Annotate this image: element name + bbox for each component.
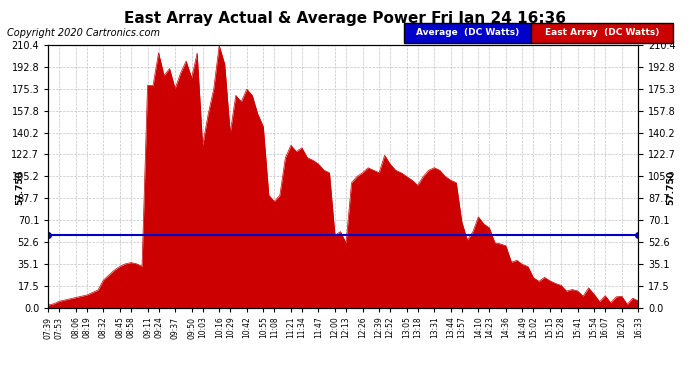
Text: East Array Actual & Average Power Fri Jan 24 16:36: East Array Actual & Average Power Fri Ja…: [124, 11, 566, 26]
Text: East Array  (DC Watts): East Array (DC Watts): [545, 28, 659, 38]
Text: Average  (DC Watts): Average (DC Watts): [416, 28, 519, 38]
Text: 57.750: 57.750: [14, 170, 24, 205]
Text: Copyright 2020 Cartronics.com: Copyright 2020 Cartronics.com: [7, 28, 160, 38]
Text: 57.750: 57.750: [666, 170, 676, 205]
